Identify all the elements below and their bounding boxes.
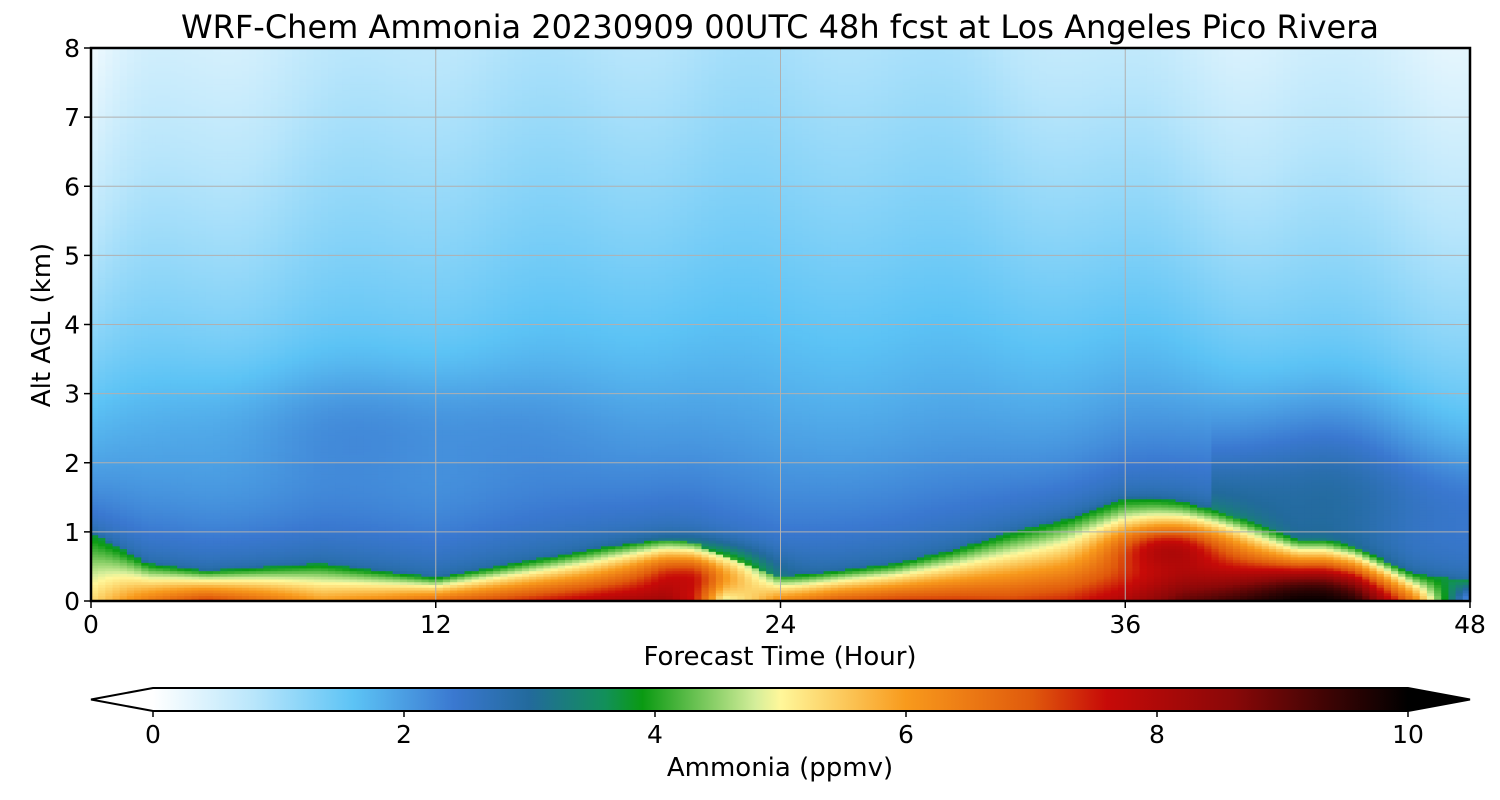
chart: WRF-Chem Ammonia 20230909 00UTC 48h fcst… [0, 0, 1500, 800]
x-axis-label: Forecast Time (Hour) [643, 642, 916, 672]
y-axis-label: Alt AGL (km) [27, 243, 57, 407]
colorbar-gradient [153, 688, 1408, 711]
x-tick-label: 24 [765, 610, 797, 639]
y-tick-label: 1 [64, 518, 80, 547]
y-tick-label: 5 [64, 241, 80, 270]
colorbar-tick-label: 2 [396, 720, 412, 749]
y-tick-label: 6 [64, 172, 80, 201]
colorbar-tick-label: 8 [1149, 720, 1165, 749]
colorbar-extend-high [1408, 688, 1470, 711]
colorbar-tick-label: 10 [1392, 720, 1424, 749]
colorbar-extend-low [91, 688, 153, 711]
y-tick-label: 4 [64, 311, 80, 340]
y-tick-label: 7 [64, 103, 80, 132]
x-tick-label: 12 [420, 610, 452, 639]
x-tick-label: 36 [1109, 610, 1141, 639]
y-tick-label: 2 [64, 449, 80, 478]
colorbar-tick-label: 6 [898, 720, 914, 749]
y-tick-label: 8 [64, 34, 80, 63]
y-tick-label: 0 [64, 587, 80, 616]
colorbar-tick-label: 0 [145, 720, 161, 749]
colorbar-label: Ammonia (ppmv) [667, 753, 893, 783]
x-tick-label: 0 [83, 610, 99, 639]
colorbar-tick-label: 4 [647, 720, 663, 749]
chart-title: WRF-Chem Ammonia 20230909 00UTC 48h fcst… [181, 8, 1379, 46]
x-tick-label: 48 [1454, 610, 1486, 639]
y-tick-label: 3 [64, 380, 80, 409]
